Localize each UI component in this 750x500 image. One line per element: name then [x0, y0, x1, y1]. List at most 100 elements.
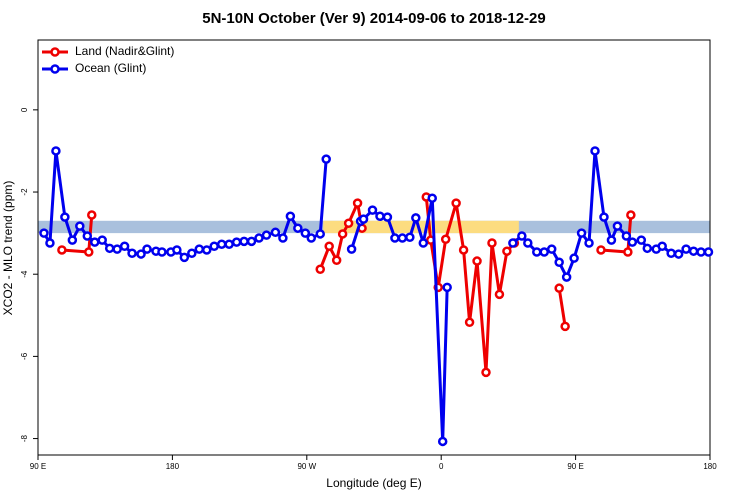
data-point: [209, 241, 219, 252]
data-point: [261, 230, 272, 240]
data-point: [306, 233, 317, 243]
legend-label: Land (Nadir&Glint): [75, 44, 174, 58]
data-point: [231, 237, 242, 247]
data-point: [82, 231, 93, 241]
data-point: [599, 212, 609, 222]
data-point: [517, 231, 527, 241]
data-point: [576, 228, 587, 238]
data-point: [201, 245, 212, 255]
data-point: [606, 235, 617, 245]
data-point: [337, 229, 348, 239]
data-point: [45, 238, 55, 248]
data-point: [119, 241, 130, 252]
data-point: [636, 235, 647, 245]
data-point: [285, 211, 296, 222]
x-tick-label: 0: [439, 462, 444, 471]
data-point: [216, 239, 227, 249]
data-point: [293, 223, 303, 233]
data-point: [437, 436, 448, 447]
data-point: [75, 221, 85, 231]
y-tick-label: -8: [20, 434, 29, 442]
data-point: [104, 243, 115, 254]
data-point: [657, 241, 667, 252]
y-tick-label: -4: [20, 270, 29, 278]
y-tick-label: -6: [20, 352, 29, 360]
data-point: [546, 244, 557, 254]
data-point: [666, 248, 676, 259]
data-point: [270, 227, 281, 238]
data-point: [427, 193, 437, 203]
data-point: [411, 213, 421, 223]
data-point: [87, 210, 97, 220]
data-point: [561, 272, 572, 282]
data-point: [405, 232, 415, 242]
legend-marker: [50, 47, 60, 57]
series-line: [42, 150, 709, 442]
data-point: [442, 282, 452, 293]
data-point: [523, 238, 533, 248]
data-point: [569, 253, 579, 263]
data-point: [554, 283, 564, 293]
data-point: [642, 243, 653, 254]
y-tick-label: -2: [20, 188, 29, 196]
legend-marker: [50, 64, 60, 74]
data-point: [696, 247, 706, 257]
data-point: [560, 321, 570, 332]
data-point: [703, 247, 714, 257]
data-point: [157, 247, 167, 257]
data-point: [246, 236, 257, 247]
chart-title: 5N-10N October (Ver 9) 2014-09-06 to 201…: [202, 10, 546, 27]
data-point: [278, 233, 288, 243]
data-point: [596, 245, 606, 255]
data-point: [584, 238, 594, 248]
data-point: [623, 247, 633, 257]
data-point: [621, 231, 632, 241]
data-point: [321, 154, 331, 164]
y-axis-label: XCO2 - MLO trend (ppm): [1, 181, 15, 316]
data-point: [239, 236, 249, 247]
data-point: [358, 214, 369, 224]
data-point: [254, 233, 264, 243]
data-point: [458, 245, 469, 255]
data-point: [688, 246, 699, 256]
data-point: [451, 198, 461, 208]
data-point: [375, 211, 385, 222]
data-point: [382, 212, 393, 222]
data-point: [67, 235, 78, 245]
data-point: [127, 248, 137, 259]
data-point: [346, 244, 357, 254]
x-axis-label: Longitude (deg E): [326, 476, 421, 490]
data-point: [194, 244, 205, 254]
data-point: [97, 235, 107, 245]
x-tick-label: 180: [166, 462, 180, 471]
data-point: [300, 228, 311, 238]
data-point: [464, 317, 475, 328]
data-point: [142, 244, 152, 254]
data-point: [418, 238, 429, 248]
data-point: [367, 205, 378, 215]
data-point: [487, 238, 497, 248]
data-point: [472, 256, 482, 266]
data-point: [539, 247, 549, 257]
data-point: [627, 237, 638, 247]
data-point: [331, 255, 342, 265]
data-point: [224, 239, 234, 249]
data-point: [324, 241, 334, 252]
data-point: [508, 238, 518, 248]
data-point: [84, 247, 94, 257]
data-point: [390, 233, 400, 243]
data-point: [315, 229, 325, 239]
data-point: [136, 249, 146, 259]
x-tick-label: 90 W: [297, 462, 316, 471]
x-tick-label: 90 E: [567, 462, 583, 471]
y-tick-label: 0: [20, 107, 29, 112]
data-point: [60, 212, 70, 222]
plot-frame: [37, 39, 711, 456]
data-point: [179, 252, 190, 263]
data-point: [39, 228, 49, 238]
data-point: [502, 246, 512, 256]
data-point: [532, 247, 542, 257]
data-point: [343, 218, 354, 229]
data-point: [494, 289, 505, 300]
